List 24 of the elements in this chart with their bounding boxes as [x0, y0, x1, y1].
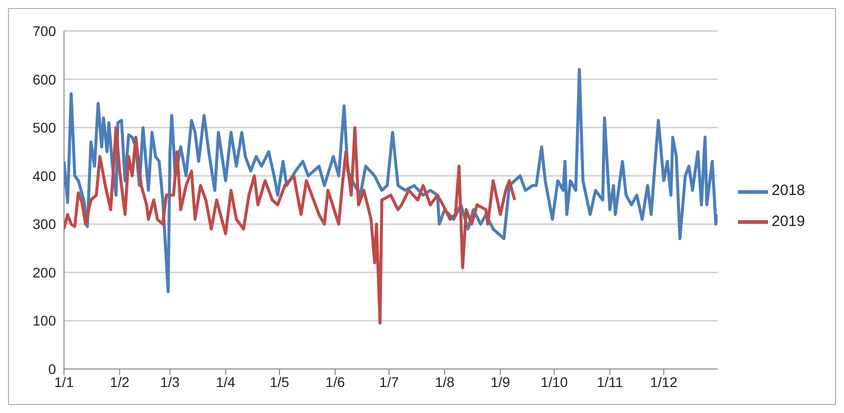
- x-tick-label: 1/11: [596, 374, 624, 390]
- y-tick-label: 600: [32, 71, 56, 88]
- line-series: [64, 126, 516, 325]
- legend-label: 2019: [772, 212, 805, 230]
- x-tick-label: 1/10: [540, 374, 568, 390]
- x-tick-label: 1/9: [490, 374, 510, 390]
- x-tick-label: 1/3: [160, 374, 180, 390]
- x-tick-label: 1/4: [216, 374, 236, 390]
- y-tick-label: 500: [32, 120, 56, 136]
- x-tick-label: 1/6: [325, 374, 346, 390]
- y-tick-label: 0: [48, 360, 56, 377]
- x-tick-label: 1/5: [270, 374, 290, 390]
- y-tick-label: 100: [32, 312, 56, 329]
- y-tick-label: 400: [32, 168, 56, 184]
- legend-label: 2018: [772, 182, 805, 200]
- x-tick-label: 1/2: [110, 374, 130, 390]
- x-tick-label: 1/8: [434, 374, 455, 390]
- x-tick-label: 1/1: [54, 374, 74, 390]
- x-tick-label: 1/12: [650, 374, 678, 390]
- x-tick-label: 1/7: [379, 374, 399, 390]
- line-series: [64, 68, 718, 294]
- y-tick-label: 300: [32, 216, 56, 232]
- y-tick-label: 700: [32, 22, 56, 39]
- y-tick-label: 200: [32, 264, 56, 280]
